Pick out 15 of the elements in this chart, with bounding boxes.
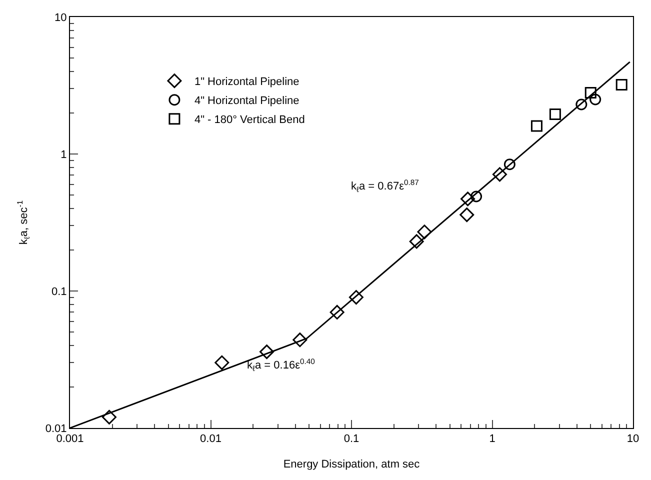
legend-label: 4" - 180° Vertical Bend bbox=[194, 114, 305, 126]
annotation: k$_{ℓ}$a = 0.67ε$^{0.87}$ bbox=[351, 178, 419, 194]
x-tick-label: 1 bbox=[489, 433, 496, 446]
x-tick-label: 0.001 bbox=[56, 433, 84, 446]
x-tick-label: 0.1 bbox=[344, 433, 360, 446]
legend-label: 1" Horizontal Pipeline bbox=[194, 76, 300, 88]
legend-label: 4" Horizontal Pipeline bbox=[194, 95, 300, 108]
y-tick-label: 10 bbox=[54, 12, 67, 24]
annotation: k$_{ℓ}$a = 0.16ε$^{0.40}$ bbox=[247, 357, 315, 373]
y-tick-label: 0.01 bbox=[45, 422, 67, 435]
x-axis-title: Energy Dissipation, atm sec bbox=[283, 458, 420, 470]
y-tick-label: 1 bbox=[60, 148, 67, 161]
x-tick-label: 0.01 bbox=[200, 433, 222, 446]
x-tick-label: 10 bbox=[626, 433, 640, 446]
y-tick-label: 0.1 bbox=[52, 286, 67, 298]
